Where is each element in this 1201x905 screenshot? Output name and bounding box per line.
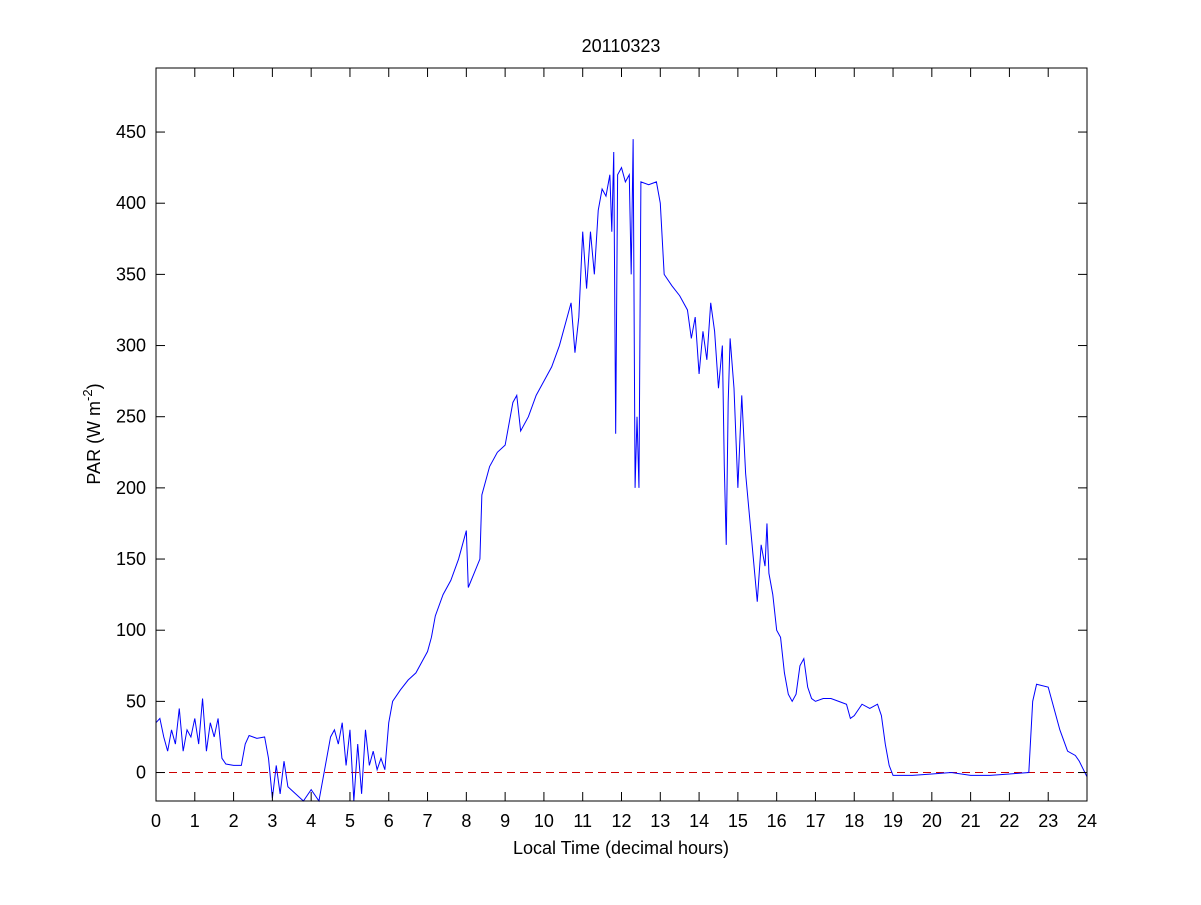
- x-tick-label: 15: [728, 811, 748, 831]
- x-tick-label: 16: [767, 811, 787, 831]
- x-tick-label: 2: [229, 811, 239, 831]
- y-tick-label: 150: [116, 549, 146, 569]
- x-tick-label: 20: [922, 811, 942, 831]
- x-tick-label: 17: [805, 811, 825, 831]
- x-tick-label: 18: [844, 811, 864, 831]
- x-tick-label: 12: [611, 811, 631, 831]
- x-tick-label: 23: [1038, 811, 1058, 831]
- x-tick-label: 11: [573, 811, 592, 831]
- y-tick-label: 100: [116, 620, 146, 640]
- y-label-sup: -2: [80, 389, 95, 401]
- x-tick-label: 13: [650, 811, 670, 831]
- x-tick-label: 10: [534, 811, 554, 831]
- y-tick-label: 200: [116, 478, 146, 498]
- x-tick-label: 19: [883, 811, 903, 831]
- y-tick-label: 50: [126, 691, 146, 711]
- y-tick-label: 450: [116, 122, 146, 142]
- x-tick-label: 8: [461, 811, 471, 831]
- y-label-main: PAR (W m: [84, 401, 104, 485]
- x-tick-label: 21: [961, 811, 981, 831]
- x-tick-label: 4: [306, 811, 316, 831]
- x-tick-label: 24: [1077, 811, 1097, 831]
- y-tick-label: 350: [116, 264, 146, 284]
- x-tick-label: 9: [500, 811, 510, 831]
- x-tick-label: 22: [999, 811, 1019, 831]
- y-tick-label: 250: [116, 407, 146, 427]
- x-tick-label: 3: [267, 811, 277, 831]
- chart-title: 20110323: [582, 36, 661, 56]
- data-line: [155, 139, 1088, 803]
- x-axis-label: Local Time (decimal hours): [513, 838, 729, 858]
- x-tick-label: 14: [689, 811, 709, 831]
- x-tick-label: 0: [151, 811, 161, 831]
- y-axis-label: PAR (W m-2): [80, 383, 104, 484]
- x-tick-label: 6: [384, 811, 394, 831]
- y-tick-label: 400: [116, 193, 146, 213]
- x-tick-label: 7: [423, 811, 433, 831]
- x-tick-label: 1: [190, 811, 200, 831]
- x-tick-label: 5: [345, 811, 355, 831]
- y-tick-label: 300: [116, 336, 146, 356]
- y-tick-label: 0: [136, 763, 146, 783]
- y-label-tail: ): [84, 383, 104, 389]
